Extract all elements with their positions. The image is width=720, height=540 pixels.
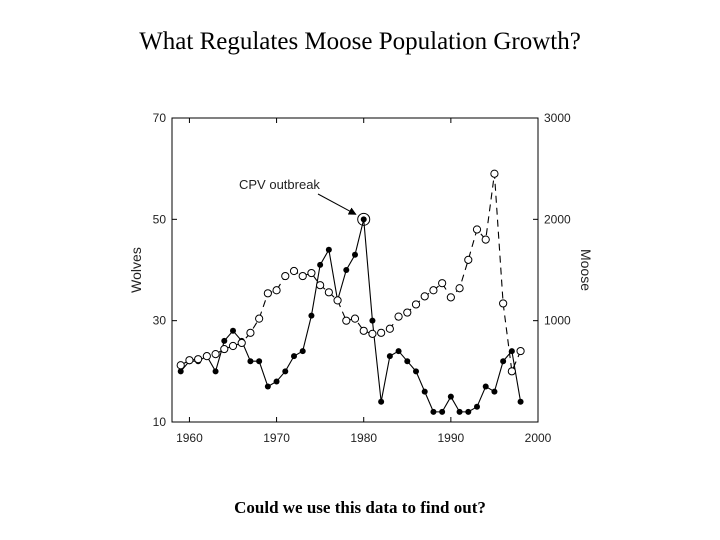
moose-point bbox=[516, 346, 525, 356]
x-tick-label: 2000 bbox=[525, 431, 552, 445]
moose-point bbox=[281, 271, 290, 281]
wolves-point bbox=[500, 358, 507, 365]
moose-point bbox=[237, 338, 246, 348]
x-tick-label: 1970 bbox=[263, 431, 290, 445]
slide-title: What Regulates Moose Population Growth? bbox=[139, 28, 581, 55]
y-left-axis-label: Wolves bbox=[128, 247, 144, 293]
x-tick-label: 1980 bbox=[350, 431, 377, 445]
moose-point bbox=[429, 286, 438, 295]
moose-point bbox=[194, 355, 203, 364]
annotation-highlight-ring bbox=[357, 212, 371, 226]
x-tick-label: 1960 bbox=[176, 431, 203, 445]
wolves-point bbox=[413, 368, 419, 375]
wolves-point bbox=[517, 398, 524, 405]
wolves-point bbox=[404, 358, 411, 365]
moose-point bbox=[246, 328, 255, 337]
moose-point bbox=[377, 328, 386, 337]
wolves-point bbox=[439, 408, 446, 415]
moose-point bbox=[507, 367, 516, 376]
y-left-tick-label: 10 bbox=[153, 415, 167, 429]
moose-point bbox=[438, 279, 447, 288]
moose-point bbox=[298, 271, 307, 281]
wolves-point bbox=[395, 348, 402, 355]
wolves-point bbox=[421, 388, 428, 395]
wolves-point bbox=[230, 327, 236, 334]
wolves-line bbox=[180, 219, 522, 413]
wolves-point bbox=[491, 388, 498, 395]
y-left-tick-label: 30 bbox=[153, 314, 167, 328]
moose-point bbox=[499, 299, 508, 308]
moose-point bbox=[228, 341, 238, 351]
wolves-point bbox=[447, 393, 454, 400]
moose-point bbox=[472, 225, 482, 234]
wolves-point bbox=[273, 378, 280, 385]
wolves-point bbox=[386, 353, 393, 360]
moose-point bbox=[403, 308, 412, 317]
moose-point bbox=[333, 296, 342, 305]
wolves-point bbox=[291, 353, 297, 360]
moose-point bbox=[272, 286, 281, 295]
y-right-axis-label: Moose bbox=[578, 249, 594, 291]
wolves-point bbox=[378, 398, 385, 405]
wolves-point bbox=[456, 408, 463, 415]
wolves-point bbox=[465, 408, 472, 415]
wolves-point bbox=[430, 408, 437, 415]
moose-point bbox=[385, 324, 394, 333]
wolves-point bbox=[352, 251, 358, 258]
wolves-point bbox=[247, 358, 254, 365]
y-right-tick-label: 1000 bbox=[544, 314, 571, 328]
moose-point bbox=[359, 326, 368, 335]
moose-point bbox=[342, 316, 351, 325]
moose-point bbox=[455, 284, 464, 293]
x-tick-label: 1990 bbox=[438, 431, 465, 445]
annotation-label: CPV outbreak bbox=[239, 177, 320, 192]
moose-point bbox=[289, 266, 299, 276]
moose-point bbox=[211, 350, 220, 359]
moose-point bbox=[220, 344, 229, 354]
wolves-point bbox=[369, 317, 376, 324]
y-left-tick-label: 70 bbox=[153, 111, 167, 125]
y-right-tick-label: 2000 bbox=[544, 212, 571, 226]
moose-point bbox=[464, 255, 473, 264]
slide-caption: Could we use this data to find out? bbox=[234, 498, 486, 517]
moose-point bbox=[481, 235, 490, 244]
moose-point bbox=[202, 352, 211, 361]
wolves-point bbox=[325, 246, 332, 253]
wolves-point bbox=[264, 383, 271, 390]
moose-point bbox=[255, 314, 264, 323]
wolves-point bbox=[508, 348, 515, 355]
moose-point bbox=[420, 292, 429, 301]
moose-point bbox=[411, 300, 421, 309]
wolves-point bbox=[317, 261, 324, 268]
moose-point bbox=[350, 314, 360, 323]
wolves-point bbox=[482, 383, 489, 390]
wolves-point bbox=[256, 358, 263, 365]
moose-point bbox=[490, 169, 499, 178]
wolves-point bbox=[282, 368, 289, 375]
y-right-tick-label: 3000 bbox=[544, 111, 571, 125]
wolves-point bbox=[212, 368, 219, 375]
moose-point bbox=[324, 288, 333, 297]
moose-point bbox=[176, 361, 185, 370]
wolves-point bbox=[177, 368, 184, 375]
plot-frame bbox=[171, 117, 539, 423]
moose-point bbox=[185, 356, 194, 365]
moose-point bbox=[263, 289, 272, 298]
moose-point bbox=[307, 268, 316, 278]
y-left-tick-label: 50 bbox=[153, 212, 167, 226]
wolves-point bbox=[299, 348, 306, 355]
moose-point bbox=[394, 312, 403, 321]
wolves-point bbox=[343, 267, 350, 273]
wolves-point bbox=[474, 403, 480, 410]
wolves-point bbox=[308, 312, 315, 319]
moose-point bbox=[368, 329, 377, 338]
wolves-point bbox=[360, 216, 367, 223]
moose-line bbox=[180, 173, 522, 374]
annotation-arrow bbox=[317, 193, 357, 215]
moose-point bbox=[446, 293, 455, 302]
wolves-point bbox=[221, 337, 228, 344]
moose-point bbox=[316, 281, 325, 290]
